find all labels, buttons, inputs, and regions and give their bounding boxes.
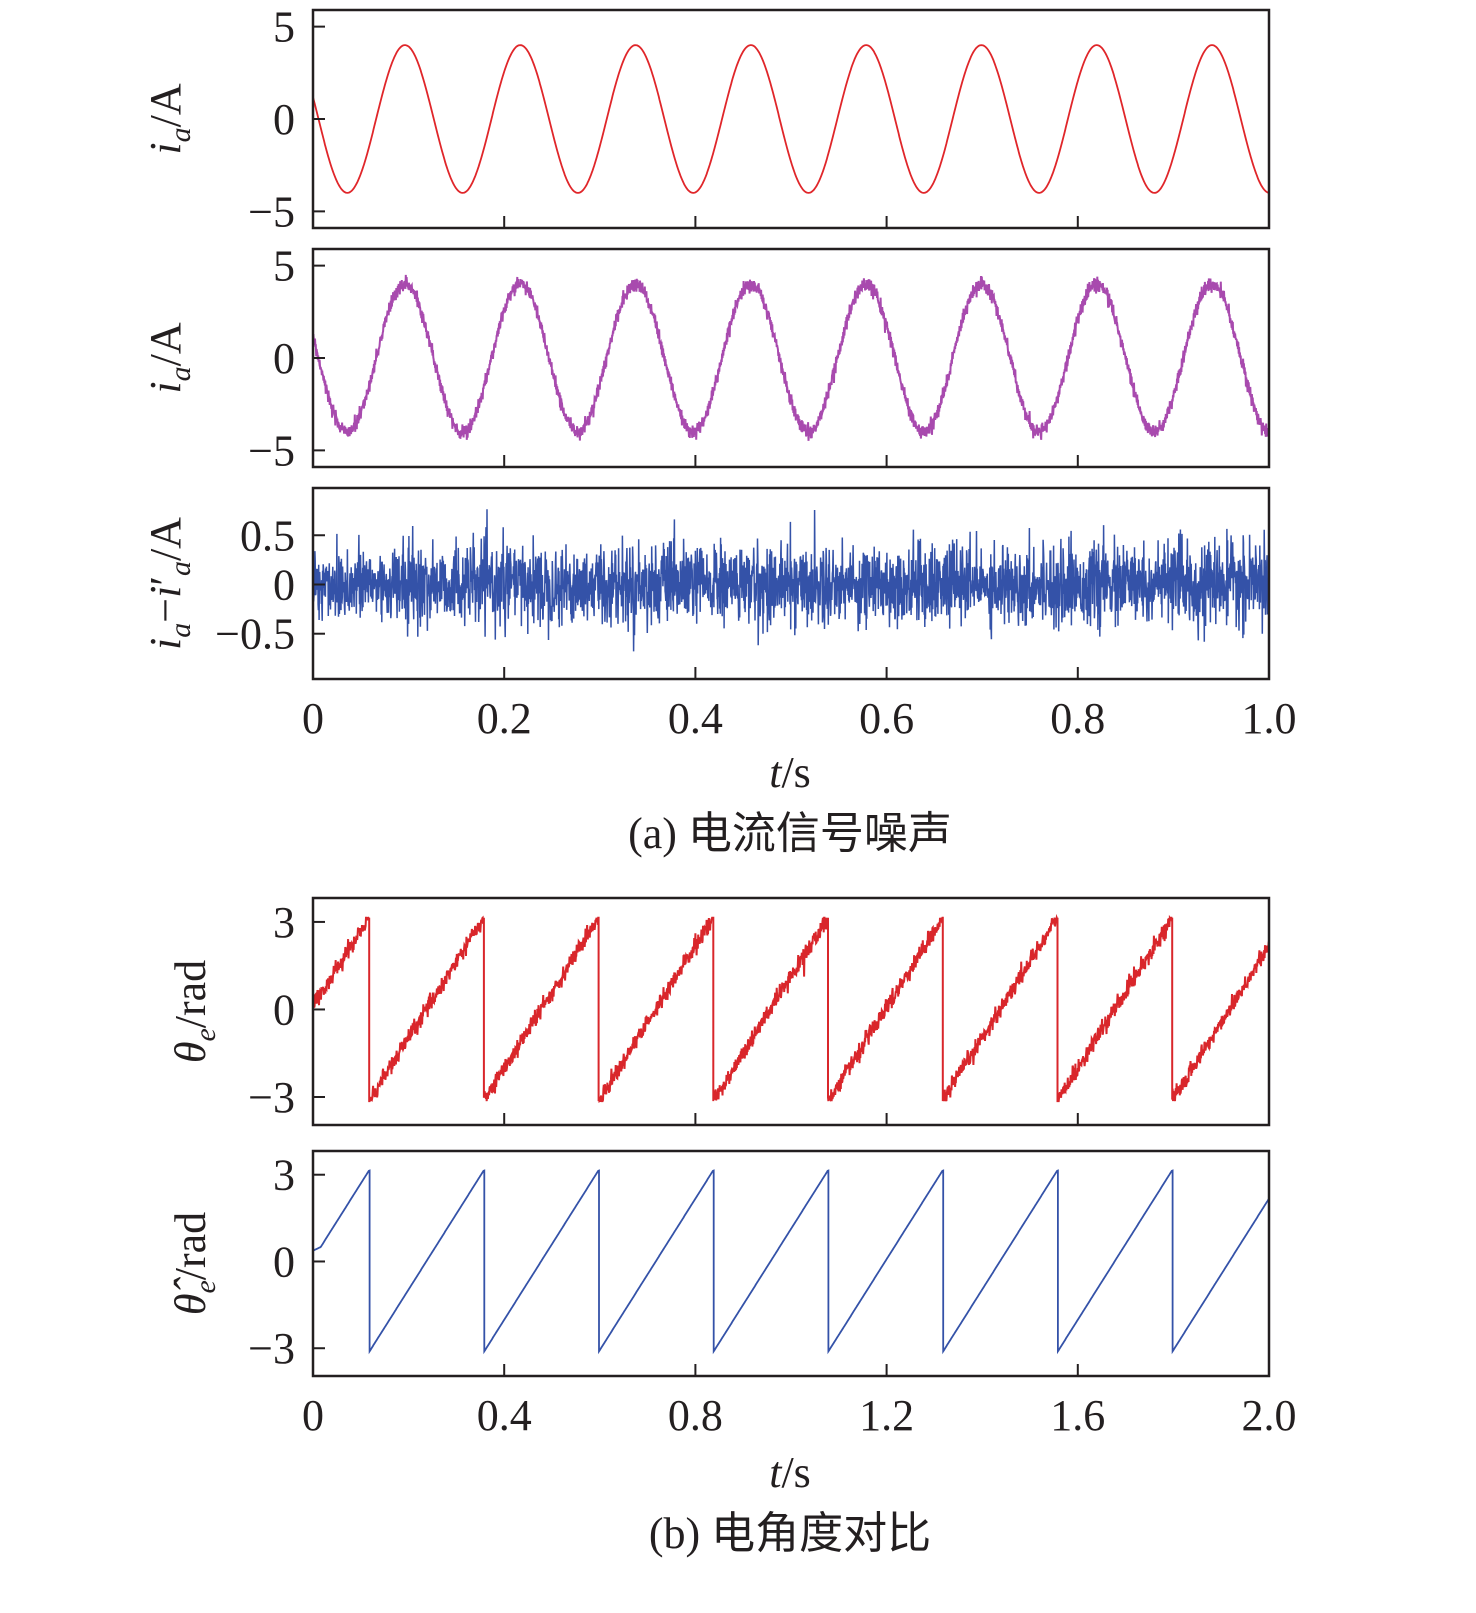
series-line-a2 (313, 274, 1269, 441)
y-axis-label-b1: θe/rad (166, 960, 222, 1063)
y-tick-label: 0 (273, 1237, 295, 1286)
y-label-part: /A (141, 322, 190, 366)
x-axis-axes_b: 0 0.4 0.8 1.2 1.6 2.0 (302, 1391, 1297, 1440)
x-axis-axes_a: 0 0.2 0.4 0.6 0.8 1.0 (302, 694, 1297, 743)
y-tick-label: 3 (273, 1151, 295, 1200)
panel-a1: 5 0 −5 ia/A (141, 3, 1271, 236)
caption-b: (b) 电角度对比 (649, 1509, 931, 1558)
y-label-part: a (164, 127, 197, 142)
y-label-part: i (141, 381, 190, 393)
y-tick-label: −5 (248, 187, 295, 236)
y-label-part: a (164, 366, 197, 381)
panel-a3: 0.50−0.5ia−i′a/A (141, 486, 1271, 681)
y-tick-label: −0.5 (215, 610, 295, 659)
plot-frame (311, 1149, 1271, 1378)
y-tick-label: 0 (273, 95, 295, 144)
x-tick-label: 1.2 (859, 1391, 914, 1440)
series-line-b2 (313, 1169, 1269, 1355)
y-label-part: e (189, 1028, 222, 1041)
series-line-b1 (313, 913, 1269, 1103)
y-tick-label: −5 (248, 426, 295, 475)
y-label-part: − (141, 598, 190, 623)
xlabel-b: t/s (769, 1448, 811, 1497)
y-label-part: a (164, 561, 197, 576)
y-label-part: /A (141, 517, 190, 561)
y-label-part: e (189, 1280, 222, 1293)
y-tick-label: 5 (273, 242, 295, 291)
panel-a2: 5 0 −5 ia/A (141, 242, 1271, 475)
y-tick-label: 0 (273, 334, 295, 383)
y-label-part: /A (141, 83, 190, 127)
panel-b1: 3 0 −3 θe/rad (166, 896, 1271, 1127)
x-tick-label: 0.8 (1050, 694, 1105, 743)
series-line-a3 (313, 509, 1269, 652)
y-label-part: /rad (166, 1212, 215, 1280)
y-label-part: /rad (166, 960, 215, 1028)
y-tick-label: 0.5 (240, 511, 295, 560)
y-axis-label-a2: ia/A (141, 322, 197, 393)
x-tick-label: 0.2 (477, 694, 532, 743)
caption-a: (a) 电流信号噪声 (628, 809, 952, 858)
panel-b2: 3 0 −3 θ̂e/rad (166, 1149, 1271, 1378)
y-axis-label-a1: ia/A (141, 83, 197, 154)
y-tick-label: 5 (273, 3, 295, 52)
y-tick-label: −3 (248, 1324, 295, 1373)
y-label-part: i (141, 586, 190, 598)
x-tick-label: 0.6 (859, 694, 914, 743)
x-tick-label: 0.8 (668, 1391, 723, 1440)
y-tick-label: −3 (248, 1073, 295, 1122)
x-tick-label: 0.4 (477, 1391, 532, 1440)
y-label-part: ′ (141, 576, 190, 586)
x-tick-label: 0 (302, 1391, 324, 1440)
x-tick-label: 2.0 (1242, 1391, 1297, 1440)
series-line-a1 (313, 44, 1269, 194)
x-tick-label: 0.4 (668, 694, 723, 743)
x-tick-label: 0 (302, 694, 324, 743)
y-label-part: i (141, 142, 190, 154)
y-tick-label: 0 (273, 985, 295, 1034)
plot-frame (311, 896, 1271, 1127)
x-tick-label: 1.6 (1050, 1391, 1105, 1440)
y-tick-label: 3 (273, 898, 295, 947)
y-label-part: i (141, 638, 190, 650)
y-label-part: a (164, 623, 197, 638)
y-tick-label: 0 (273, 560, 295, 609)
y-axis-label-a3: ia−i′a/A (141, 517, 197, 650)
y-label-part: θ (166, 1042, 215, 1064)
y-axis-label-b2: θ̂e/rad (166, 1212, 222, 1315)
xlabel-a: t/s (769, 748, 811, 797)
x-tick-label: 1.0 (1242, 694, 1297, 743)
